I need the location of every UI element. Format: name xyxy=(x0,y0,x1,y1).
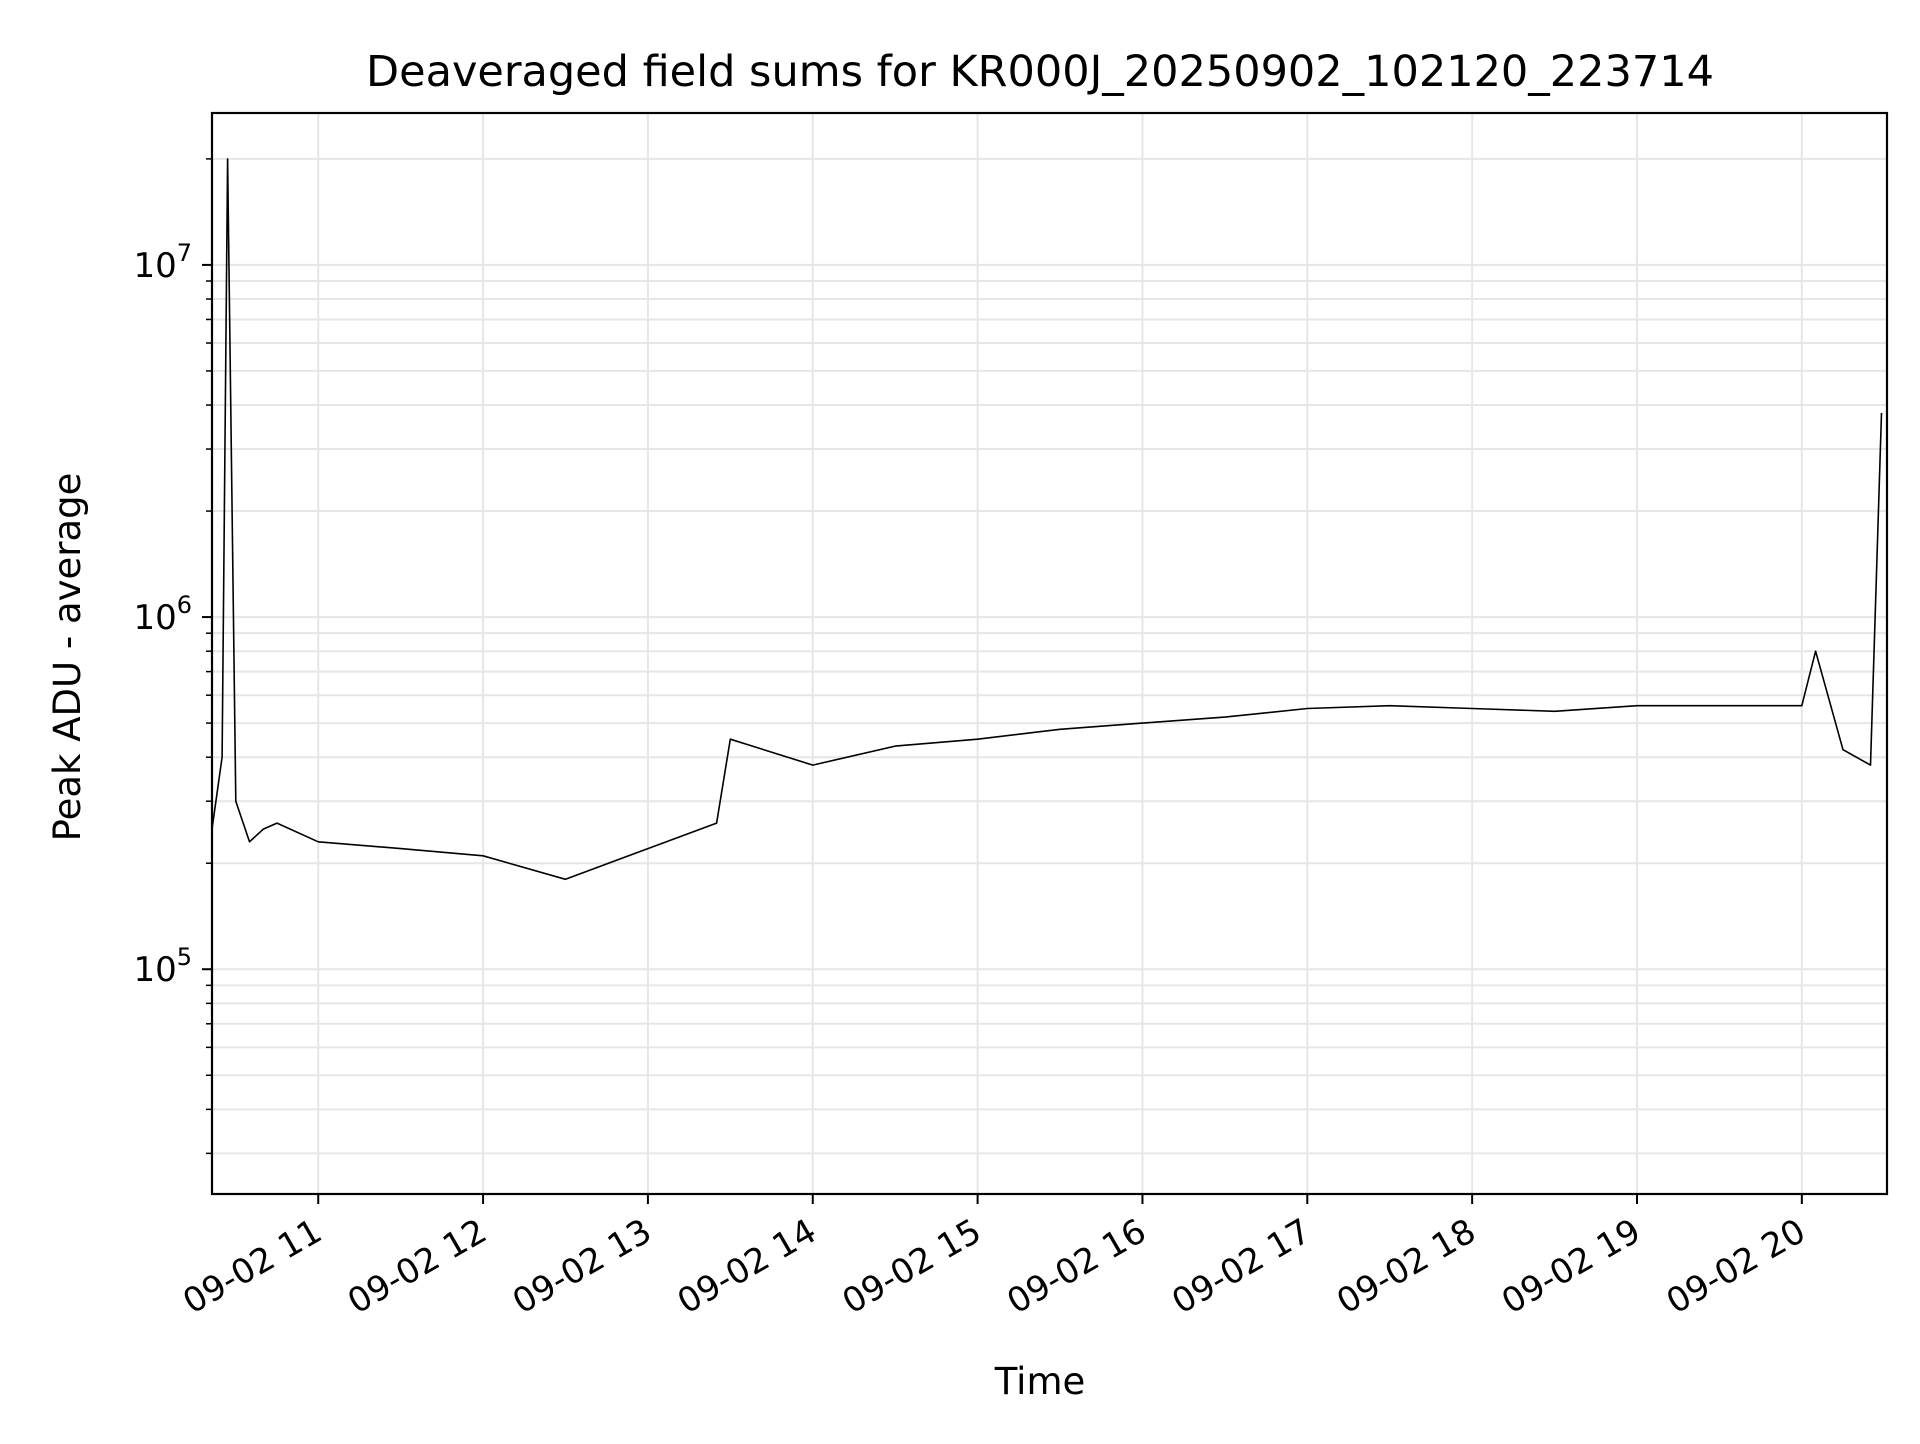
y-tick-label: 107 xyxy=(133,239,192,286)
y-tick-base: 10 xyxy=(133,950,176,990)
series-line xyxy=(211,158,1883,881)
y-tick-label: 106 xyxy=(133,591,192,638)
plot-frame xyxy=(210,111,1889,1196)
grid xyxy=(212,113,1887,1194)
chart-title: Deaveraged field sums for KR000J_2025090… xyxy=(366,47,1714,97)
y-tick-label: 105 xyxy=(133,943,192,990)
y-tick-base: 10 xyxy=(133,246,176,286)
y-tick-exponent: 6 xyxy=(177,591,192,619)
y-tick-exponent: 5 xyxy=(177,943,192,971)
y-tick-exponent: 7 xyxy=(177,239,192,267)
data-series xyxy=(211,158,1883,881)
y-axis-label: Peak ADU - average xyxy=(46,473,89,842)
x-axis-label: Time xyxy=(994,1360,1086,1403)
y-tick-base: 10 xyxy=(133,598,176,638)
